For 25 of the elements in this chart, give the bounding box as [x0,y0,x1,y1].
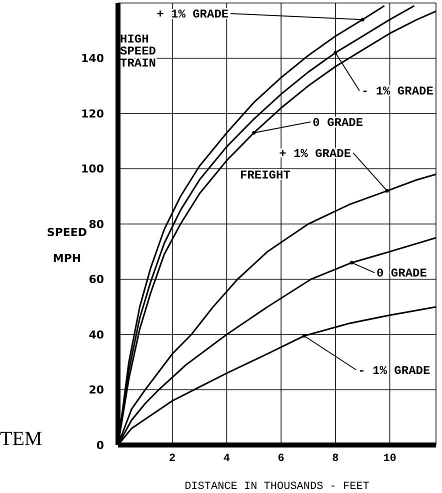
y-tick-label: 60 [88,273,104,286]
legend-label: 0 GRADE [376,266,427,281]
y-tick-label: 120 [81,107,104,120]
y-tick-label: 20 [88,384,104,397]
y-tick-label: 80 [88,218,104,231]
annotation: HIGH SPEED TRAIN [120,32,156,71]
point [385,189,389,193]
point [252,131,256,135]
x-tick-label: 4 [223,452,230,465]
x-tick-label: 6 [278,452,284,465]
x-tick-label: 8 [332,452,340,465]
text: - 1% GRADE [358,364,430,378]
x-tick-label: 2 [169,452,176,465]
y-tick-label: 100 [81,162,104,176]
point [334,50,338,55]
y-tick-label: 140 [81,52,104,66]
x-tick-label: 10 [383,452,396,465]
y-tick-label: 40 [88,328,104,342]
text: TEM [0,428,42,451]
x-axis-title: DISTANCE IN THOUSANDS - FEET [184,481,370,493]
y-axis-title: SPEED MPH [46,226,88,267]
point [350,260,354,264]
point [360,18,364,22]
point [302,334,306,338]
y-tick-label: 0 [96,438,104,452]
